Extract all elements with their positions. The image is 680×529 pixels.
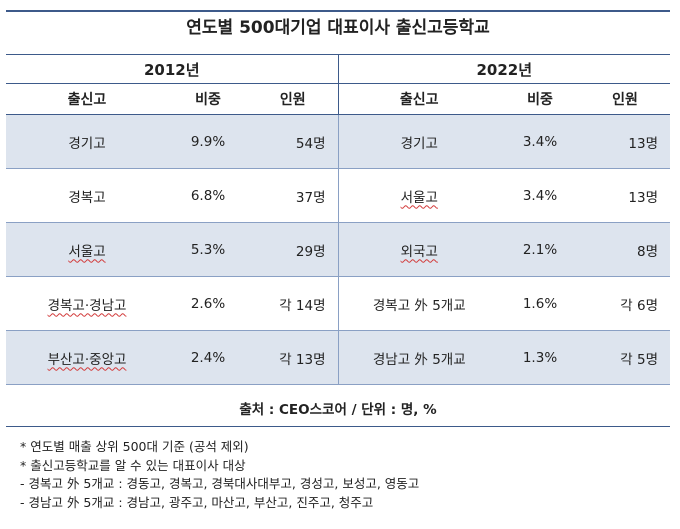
table-row: 경복고·경남고 2.6% 각 14명 경복고 外 5개교 1.6% 각 6명 (6, 276, 670, 331)
ratio-2022: 1.3% (500, 330, 580, 385)
ratio-2022: 2.1% (500, 222, 580, 277)
count-2022: 각 5명 (580, 330, 670, 385)
header-count-2012: 인원 (248, 83, 339, 115)
school-2022: 서울고 (400, 189, 438, 206)
school-2012: 경복고 (6, 168, 168, 223)
ratio-2012: 9.9% (168, 114, 248, 169)
ratio-2012: 2.6% (168, 276, 248, 331)
table-row: 경복고 6.8% 37명 서울고 3.4% 13명 (6, 168, 670, 223)
school-2022: 경기고 (338, 114, 500, 169)
count-2012: 각 13명 (248, 330, 339, 385)
ratio-2012: 5.3% (168, 222, 248, 277)
header-school-2012: 출신고 (6, 83, 168, 115)
table-row: 경기고 9.9% 54명 경기고 3.4% 13명 (6, 114, 670, 169)
count-2022: 각 6명 (580, 276, 670, 331)
page-title: 연도별 500대기업 대표이사 출신고등학교 (186, 18, 490, 38)
school-table: 2012년 2022년 출신고 비중 인원 출신고 비중 인원 경기고 9.9%… (6, 54, 670, 385)
school-2012: 경복고·경남고 (47, 297, 127, 314)
divider (6, 426, 670, 427)
notes: * 연도별 매출 상위 500대 기준 (공석 제외) * 출신고등학교를 알 … (20, 438, 660, 512)
note-line: * 출신고등학교를 알 수 있는 대표이사 대상 (20, 457, 246, 473)
source-line: 출처 : CEO스코어 / 단위 : 명, % (239, 402, 437, 418)
year-2012: 2012년 (6, 54, 339, 84)
table-row: 부산고·중앙고 2.4% 각 13명 경남고 外 5개교 1.3% 각 5명 (6, 330, 670, 385)
note-line: * 연도별 매출 상위 500대 기준 (공석 제외) (20, 439, 249, 454)
header-school-2022: 출신고 (338, 83, 500, 115)
count-2012: 29명 (248, 222, 339, 277)
count-2012: 37명 (248, 168, 339, 223)
ratio-2012: 2.4% (168, 330, 248, 385)
table-frame: 연도별 500대기업 대표이사 출신고등학교 2012년 2022년 출신고 비… (6, 10, 670, 428)
year-2022: 2022년 (338, 54, 670, 84)
header-count-2022: 인원 (580, 83, 670, 115)
note-line: - 경남고 外 5개교 : 경남고, 광주고, 마산고, 부산고, 진주고, 청… (20, 494, 374, 510)
ratio-2022: 1.6% (500, 276, 580, 331)
note-line: - 경복고 外 5개교 : 경동고, 경복고, 경북대사대부고, 경성고, 보성… (20, 476, 420, 491)
count-2012: 각 14명 (248, 276, 339, 331)
ratio-2012: 6.8% (168, 168, 248, 223)
school-2012: 경기고 (6, 114, 168, 169)
header-ratio-2012: 비중 (168, 83, 248, 115)
school-2022: 경복고 外 5개교 (338, 276, 500, 331)
school-2022: 외국고 (400, 243, 438, 260)
column-header-row: 출신고 비중 인원 출신고 비중 인원 (6, 83, 670, 115)
header-ratio-2022: 비중 (500, 83, 580, 115)
ratio-2022: 3.4% (500, 168, 580, 223)
table-row: 서울고 5.3% 29명 외국고 2.1% 8명 (6, 222, 670, 277)
count-2012: 54명 (248, 114, 339, 169)
count-2022: 8명 (580, 222, 670, 277)
year-header-row: 2012년 2022년 (6, 54, 670, 84)
school-2012: 부산고·중앙고 (47, 351, 127, 368)
school-2012: 서울고 (68, 243, 106, 260)
count-2022: 13명 (580, 114, 670, 169)
count-2022: 13명 (580, 168, 670, 223)
school-2022: 경남고 外 5개교 (338, 330, 500, 385)
ratio-2022: 3.4% (500, 114, 580, 169)
